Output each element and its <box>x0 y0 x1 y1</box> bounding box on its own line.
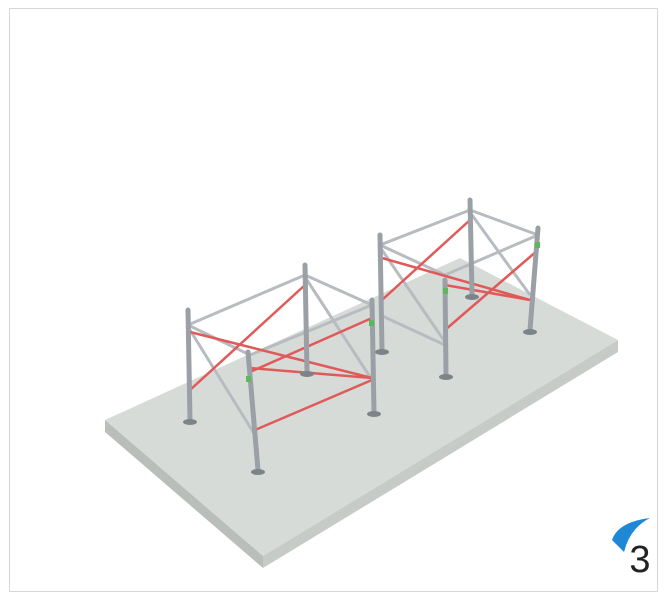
frame-set-1 <box>183 262 381 475</box>
step-icon <box>612 518 650 552</box>
frame-set-2 <box>375 197 541 380</box>
concrete-slab <box>105 258 618 568</box>
step-number: 3 <box>629 539 650 581</box>
